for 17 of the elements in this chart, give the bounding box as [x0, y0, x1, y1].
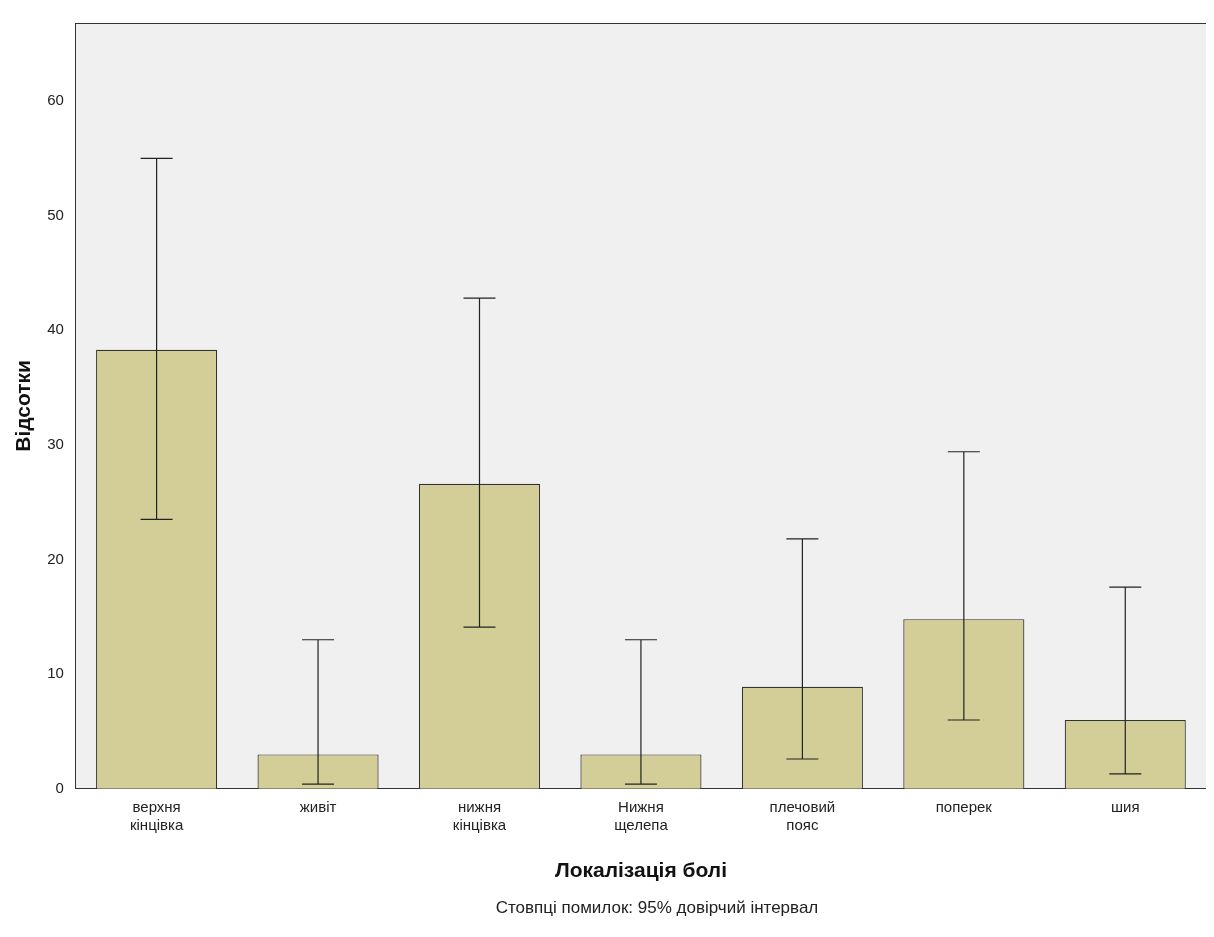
- y-axis-title: Відсотки: [11, 360, 35, 452]
- x-tick-label: плечовий пояс: [769, 797, 836, 833]
- x-axis-title: Локалізація болі: [554, 858, 727, 882]
- y-tick-label: 10: [47, 664, 64, 682]
- x-tick-label: живіт: [299, 797, 337, 815]
- x-tick-label: шия: [1111, 797, 1140, 815]
- y-tick-label: 50: [47, 205, 64, 223]
- x-tick-label: поперек: [935, 797, 993, 815]
- x-tick-label: Нижня щелепа: [614, 797, 669, 833]
- x-tick-label: верхня кінцівка: [129, 797, 184, 833]
- y-tick-label: 30: [47, 435, 64, 453]
- y-tick-label: 0: [55, 778, 64, 796]
- y-tick-label: 20: [47, 549, 64, 567]
- x-tick-label: нижня кінцівка: [452, 797, 507, 833]
- y-tick-label: 60: [47, 91, 64, 109]
- y-tick-label: 40: [47, 320, 64, 338]
- text: Стовпці помилок: 95% довірчий інтервал: [494, 898, 820, 918]
